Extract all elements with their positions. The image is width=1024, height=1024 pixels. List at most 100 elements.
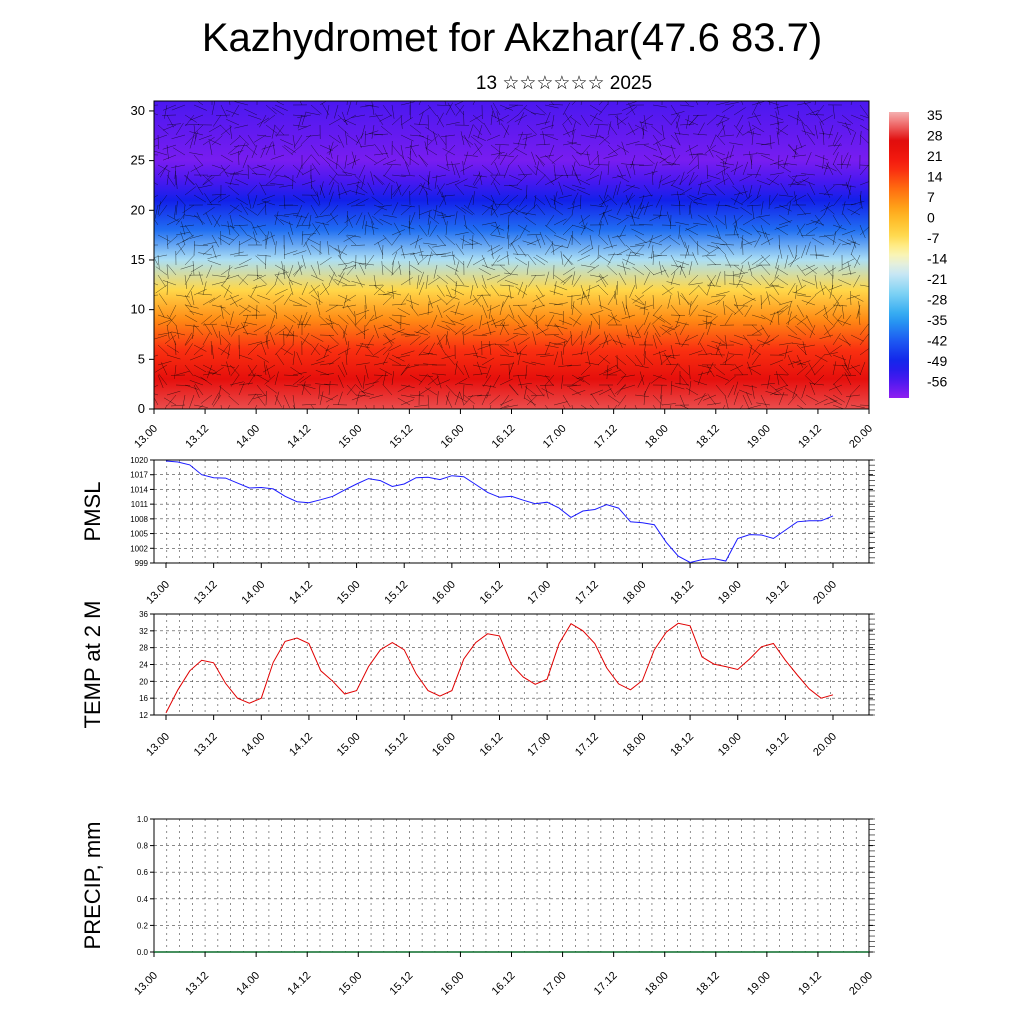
colorbar-label: -56	[927, 374, 947, 390]
wind-barb	[343, 331, 348, 346]
wind-barb	[173, 204, 177, 219]
wind-barb	[154, 144, 159, 147]
wind-barb	[470, 136, 483, 146]
wind-barb	[569, 317, 582, 326]
wind-barb	[490, 234, 505, 238]
wind-barb	[418, 353, 433, 356]
wind-barb	[829, 284, 834, 299]
wind-barb	[228, 234, 240, 245]
wind-barb	[337, 272, 345, 286]
wind-barb	[544, 374, 555, 386]
wind-barb	[625, 214, 640, 219]
wind-barb	[746, 173, 762, 176]
wind-barb	[622, 104, 636, 111]
wind-barb	[292, 330, 295, 346]
wind-barb	[373, 374, 389, 376]
wind-barb	[247, 184, 258, 196]
wind-barb	[697, 371, 712, 376]
wind-barb	[263, 361, 267, 376]
wind-barb	[793, 144, 807, 151]
wind-barb	[509, 383, 519, 396]
wind-barb	[796, 316, 809, 326]
wind-barb	[328, 191, 334, 206]
wind-barb	[160, 164, 168, 178]
wind-barb	[454, 361, 458, 376]
wind-barb	[837, 121, 852, 126]
wind-barb	[182, 394, 186, 409]
wind-barb	[352, 154, 357, 169]
wind-barb	[217, 237, 231, 246]
wind-barb	[337, 244, 342, 259]
wind-barb	[201, 314, 213, 325]
wind-barb	[202, 372, 217, 376]
wind-barb	[227, 344, 231, 359]
x-tick-label: 13.00	[132, 970, 160, 998]
wind-barb	[463, 184, 478, 189]
wind-barb	[500, 394, 510, 407]
wind-barb	[724, 394, 729, 409]
wind-barb	[238, 238, 252, 246]
wind-barb	[427, 251, 433, 266]
wind-barb	[355, 362, 370, 366]
wind-barb	[256, 164, 270, 171]
wind-barb	[193, 240, 195, 256]
wind-barb	[598, 254, 611, 264]
wind-barb	[756, 339, 771, 346]
wind-barb	[202, 174, 214, 185]
wind-barb	[742, 294, 756, 301]
wind-barb	[211, 274, 226, 278]
wind-barb	[621, 384, 636, 390]
wind-barb	[535, 174, 546, 186]
x-tick-label: 14.00	[234, 970, 262, 998]
wind-barb	[554, 323, 564, 336]
wind-barb	[670, 384, 685, 390]
wind-barb	[841, 152, 849, 166]
wind-barb	[238, 354, 253, 360]
wind-barb	[720, 162, 735, 166]
wind-barb	[535, 254, 549, 263]
wind-barb	[400, 101, 415, 106]
wind-barb	[157, 164, 171, 172]
wind-barb	[823, 204, 835, 215]
y-tick-label: 1002	[130, 544, 148, 553]
wind-barb	[436, 304, 443, 319]
wind-barb	[679, 322, 687, 336]
wind-barb	[184, 304, 195, 316]
wind-barb	[688, 234, 699, 246]
wind-barb	[597, 354, 609, 366]
wind-barb	[312, 223, 321, 236]
wind-barb	[231, 104, 240, 118]
wind-barb	[154, 397, 159, 406]
wind-barb	[459, 383, 474, 386]
wind-barb	[814, 307, 827, 316]
wind-barb	[571, 271, 576, 286]
wind-barb	[751, 343, 761, 356]
wind-barb	[844, 362, 852, 376]
wind-barb	[661, 354, 676, 359]
wind-barb	[643, 311, 650, 326]
wind-barb	[796, 102, 811, 106]
wind-barb	[567, 384, 582, 387]
wind-barb	[247, 134, 256, 147]
wind-barb	[797, 203, 807, 216]
wind-barb	[796, 274, 803, 289]
wind-barb	[608, 333, 618, 346]
wind-barb	[275, 101, 285, 106]
wind-barb	[431, 253, 447, 256]
wind-barb	[598, 101, 603, 106]
wind-barb	[814, 154, 829, 161]
wind-barb	[474, 143, 483, 156]
wind-barb	[275, 353, 285, 366]
wind-barb	[774, 163, 789, 166]
wind-barb	[649, 214, 663, 222]
wind-barb	[747, 404, 762, 409]
wind-barb	[355, 374, 363, 388]
wind-barb	[678, 365, 690, 376]
wind-barb	[776, 276, 789, 286]
wind-barb	[823, 284, 834, 296]
wind-barb	[211, 193, 227, 196]
wind-barb	[409, 238, 423, 246]
wind-barb	[603, 154, 618, 159]
wind-barb	[562, 129, 576, 136]
wind-barb	[749, 151, 753, 166]
